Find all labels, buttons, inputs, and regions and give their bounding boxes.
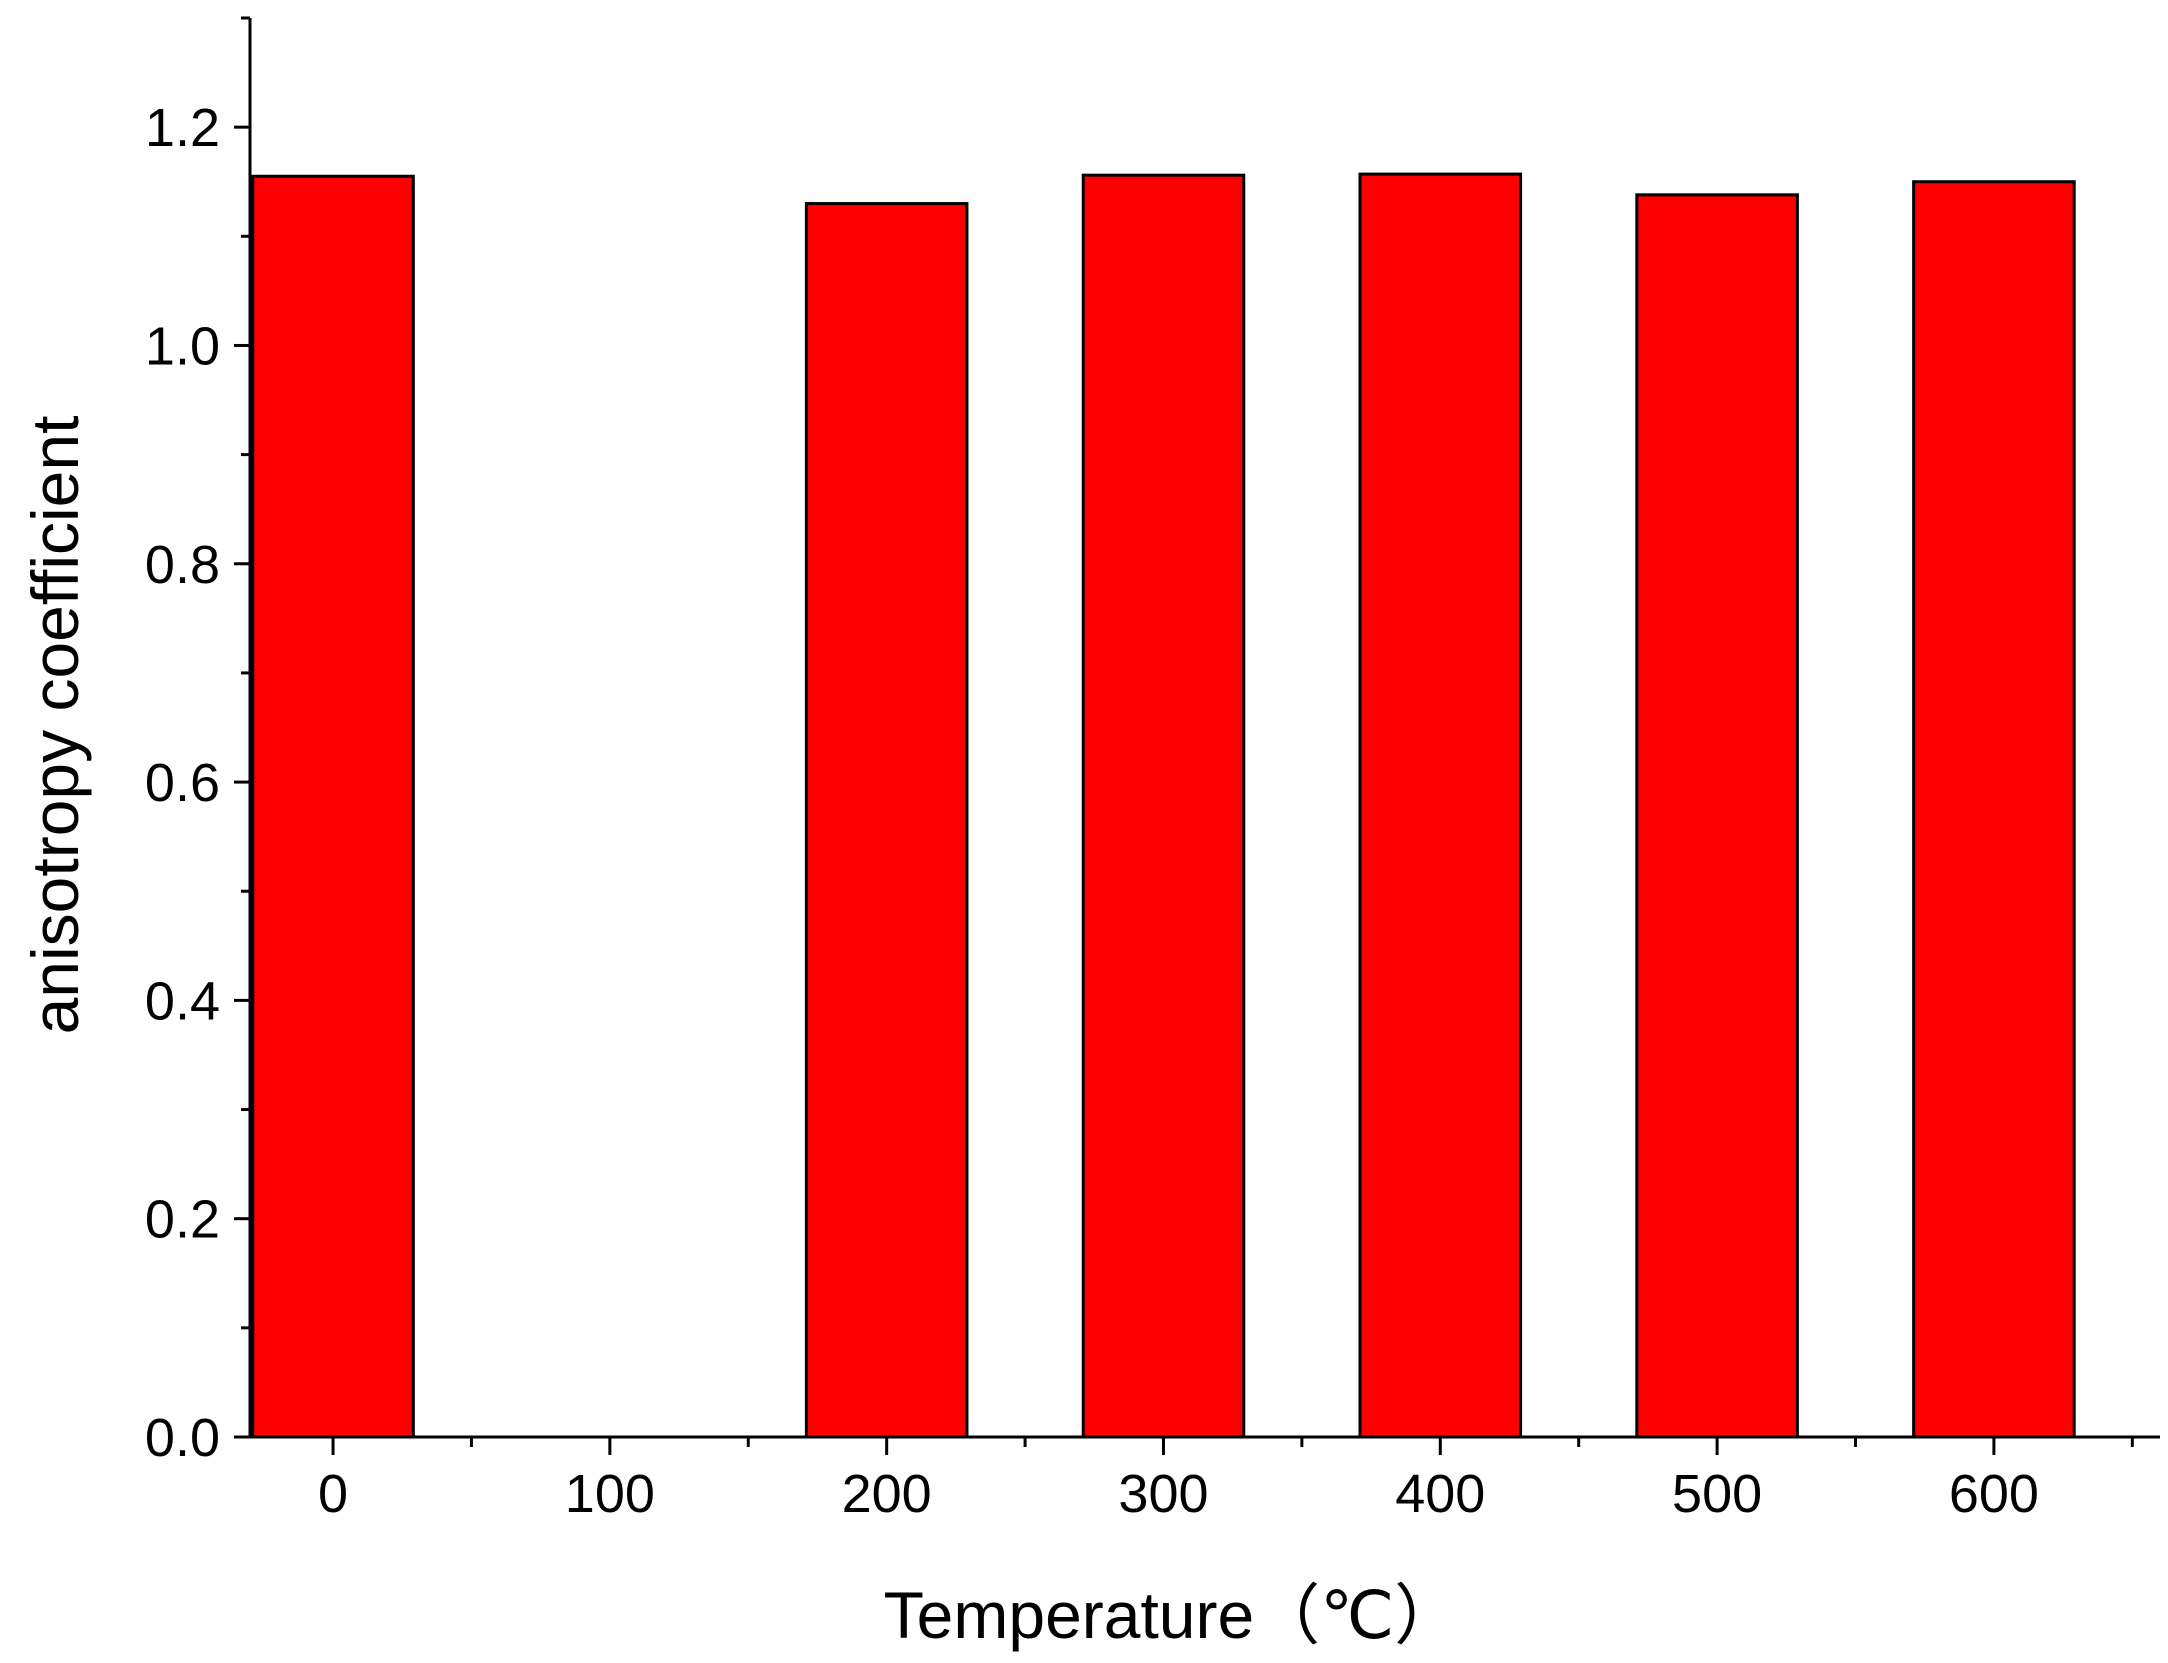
x-tick-label: 200 xyxy=(842,1464,932,1524)
tick-labels-group: 0.0 0.2 0.4 0.6 0.8 1.0 1.2 0 100 200 300 400 500 600 xyxy=(145,98,2039,1524)
bars-group xyxy=(251,172,2076,1439)
x-tick-label: 300 xyxy=(1118,1464,1208,1524)
bar-300 xyxy=(1081,173,1246,1439)
bar-0 xyxy=(251,174,415,1439)
y-tick-label: 0.6 xyxy=(145,753,220,813)
y-tick-label: 0.0 xyxy=(145,1408,220,1468)
y-tick-label: 1.0 xyxy=(145,316,220,376)
ticks-group xyxy=(234,16,2134,1455)
x-tick-label: 500 xyxy=(1672,1464,1762,1524)
y-axis-title: anisotropy coefficient xyxy=(18,416,92,1035)
bar-200 xyxy=(804,202,969,1439)
bar-400 xyxy=(1358,172,1523,1439)
y-tick-label: 0.4 xyxy=(145,971,220,1031)
x-tick-label: 400 xyxy=(1395,1464,1485,1524)
x-axis-title: Temperature（℃） xyxy=(884,1578,1461,1652)
x-tick-label: 600 xyxy=(1949,1464,2039,1524)
x-tick-label: 100 xyxy=(565,1464,655,1524)
bar-600 xyxy=(1912,180,2076,1439)
x-tick-label: 0 xyxy=(318,1464,348,1524)
y-tick-label: 0.2 xyxy=(145,1190,220,1250)
bar-500 xyxy=(1635,193,1799,1439)
axes-group xyxy=(248,18,2160,1439)
y-tick-label: 0.8 xyxy=(145,535,220,595)
y-tick-label: 1.2 xyxy=(145,98,220,158)
